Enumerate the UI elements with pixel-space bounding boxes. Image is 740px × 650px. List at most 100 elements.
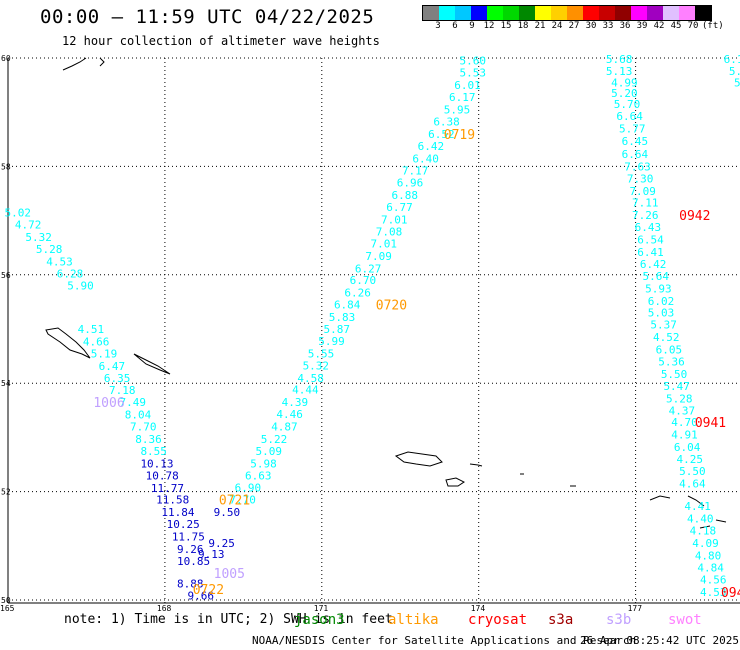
color-scale-label: 39	[636, 21, 648, 31]
wave-height-value: 7.30	[627, 172, 654, 185]
wave-height-value: 4.64	[679, 477, 706, 490]
color-swatch	[647, 6, 663, 20]
color-scale-label: 36	[619, 21, 631, 31]
color-swatch	[615, 6, 631, 20]
longitude-label: 171	[314, 604, 329, 613]
legend-altika: altika	[388, 612, 439, 628]
wave-height-value: 6.84	[334, 299, 361, 312]
wave-height-value: 6.10	[724, 53, 740, 66]
wave-height-value: 4.87	[271, 421, 298, 434]
kamchatka-coast	[62, 57, 87, 71]
wave-height-value: 6.01	[454, 79, 481, 92]
medny-island	[133, 353, 171, 375]
wave-height-value: 6.42	[640, 258, 667, 271]
color-swatch	[631, 6, 647, 20]
wave-height-value: 4.66	[83, 335, 110, 348]
wave-height-value: 7.18	[109, 384, 136, 397]
wave-height-value: 7.09	[629, 185, 656, 198]
wave-height-value: 5.22	[261, 433, 288, 446]
color-scale-label: 3	[435, 21, 441, 31]
wave-height-value: 5.68	[606, 53, 633, 66]
wave-height-value: 10.13	[140, 457, 173, 470]
pass-time-tag: 0722	[193, 583, 224, 598]
wave-height-value: 5.2	[729, 65, 740, 78]
map-subtitle: 12 hour collection of altimeter wave hei…	[62, 34, 380, 48]
color-swatch	[535, 6, 551, 20]
coastlines	[45, 57, 727, 529]
wave-height-value: 5.32	[25, 231, 51, 244]
wave-height-value: 4.80	[695, 550, 722, 563]
map-title: 00:00 – 11:59 UTC 04/22/2025	[40, 6, 375, 28]
wave-height-value: 4.72	[15, 218, 42, 231]
color-swatch	[487, 6, 503, 20]
color-scale-label: 33	[602, 21, 614, 31]
color-scale-bar	[422, 5, 712, 21]
color-swatch	[599, 6, 615, 20]
latitude-label: 54	[1, 379, 11, 388]
color-swatch	[567, 6, 583, 20]
color-swatch	[663, 6, 679, 20]
color-swatch	[439, 6, 455, 20]
wave-height-value: 5.13	[606, 65, 633, 78]
color-swatch	[423, 6, 439, 20]
wave-height-value: 8.04	[125, 409, 152, 422]
wave-height-value: 5.60	[459, 55, 486, 68]
color-scale-label: 70	[687, 21, 699, 31]
color-swatch	[583, 6, 599, 20]
color-scale-label: (ft)	[702, 21, 724, 31]
latitude-label: 60	[1, 54, 11, 63]
bering-island	[45, 327, 91, 359]
footnote: note: 1) Time is in UTC; 2) SWH is in fe…	[64, 612, 393, 627]
wave-height-value: 5.64	[643, 270, 670, 283]
wave-height-value: 11.75	[172, 531, 205, 544]
wave-height-value: 5.37	[650, 319, 677, 332]
wave-height-value: 5.47	[663, 380, 690, 393]
wave-height-value: 4.40	[687, 513, 714, 526]
wave-height-value: 4.51	[78, 323, 105, 336]
color-scale-label: 12	[483, 21, 495, 31]
wave-height-value: 5.36	[658, 356, 685, 369]
wave-height-value: 6.52	[428, 128, 455, 141]
wave-height-value: 8.36	[135, 433, 162, 446]
wave-height-value: 6.90	[235, 481, 262, 494]
pass-time-tag: 1006	[93, 396, 124, 411]
wave-height-value: 7.63	[624, 160, 651, 173]
wave-height-value: 11.58	[156, 494, 189, 507]
wave-height-value: 4.53	[46, 255, 73, 268]
wave-height-value: 4.09	[692, 537, 719, 550]
color-scale-label: 24	[551, 21, 563, 31]
wave-height-value: 5.	[734, 76, 740, 89]
longitude-label: 165	[0, 604, 15, 613]
legend-s3b: s3b	[606, 612, 632, 628]
pass-time-tag: 0720	[376, 299, 407, 314]
wave-height-value: 4.99	[611, 76, 638, 89]
color-scale-label: 6	[452, 21, 458, 31]
kiska-islands	[649, 495, 727, 529]
pass-time-tag: 0719	[444, 128, 475, 143]
wave-height-value: 6.35	[104, 372, 131, 385]
longitude-label: 174	[471, 604, 486, 613]
wave-height-value: 6.38	[433, 115, 460, 128]
wave-height-value: 4.58	[297, 372, 324, 385]
wave-height-value: 8.55	[140, 445, 167, 458]
wave-height-value: 5.03	[648, 307, 675, 320]
wave-height-value: 9.50	[214, 506, 241, 519]
wave-height-value: 9.13	[198, 548, 225, 561]
wave-height-value: 5.53	[459, 67, 486, 80]
pass-time-tag: 0940	[721, 586, 740, 601]
wave-height-value: 7.01	[381, 214, 408, 227]
wave-height-value: 6.04	[674, 441, 701, 454]
wave-height-value: 5.93	[645, 282, 672, 295]
wave-height-value: 5.09	[256, 445, 282, 458]
color-scale-label: 30	[585, 21, 597, 31]
satellite-tracks: 5.685.134.995.205.706.645.776.456.647.63…	[4, 53, 740, 603]
wave-height-value: 6.40	[412, 152, 439, 165]
wave-height-value: 7.26	[632, 209, 659, 222]
wave-height-value: 6.64	[622, 148, 649, 161]
wave-height-value: 6.02	[648, 295, 675, 308]
wave-height-value: 4.56	[700, 573, 727, 586]
wave-height-value: 5.28	[36, 243, 63, 256]
wave-height-value: 5.55	[308, 347, 335, 360]
wave-height-value: 5.02	[4, 206, 31, 219]
